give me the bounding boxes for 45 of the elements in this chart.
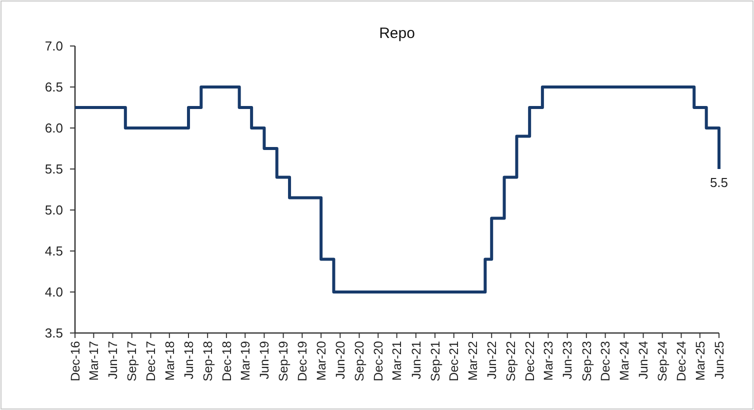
x-tick-label: Jun-18 [182, 340, 196, 380]
x-tick-label: Jun-20 [334, 340, 348, 380]
x-tick-label: Jun-24 [636, 340, 651, 380]
x-tick-label: Mar-24 [618, 340, 632, 381]
x-tick-label: Dec-17 [144, 340, 158, 382]
x-tick-label: Mar-18 [162, 340, 177, 381]
x-tick-label: Jun-19 [258, 340, 272, 380]
y-tick-label: 4.5 [44, 244, 63, 259]
y-tick-label: 5.0 [44, 202, 63, 218]
x-tick-label: Mar-21 [390, 340, 404, 381]
x-tick-label: Mar-20 [314, 340, 328, 381]
x-tick-label: Dec-23 [598, 340, 613, 382]
y-tick-label: 4.0 [44, 284, 63, 300]
annotation: 5.5 [710, 175, 728, 190]
x-tick-label: Sep-21 [428, 340, 442, 382]
y-tick-label: 3.5 [44, 326, 63, 341]
x-tick-label: Jun-17 [106, 340, 120, 380]
x-tick-label: Mar-19 [238, 340, 253, 381]
x-tick-label: Dec-24 [674, 340, 689, 382]
y-tick-label: 6.0 [44, 120, 63, 136]
x-tick-label: Mar-22 [466, 340, 480, 381]
x-tick-label: Dec-20 [371, 340, 386, 382]
x-tick-label: Sep-23 [580, 340, 594, 382]
x-tick-label: Mar-25 [693, 340, 708, 381]
x-tick-label: Mar-23 [542, 340, 556, 381]
x-tick-label: Sep-19 [276, 340, 291, 382]
x-tick-label: Sep-20 [352, 340, 367, 382]
x-tick-label: Dec-22 [522, 340, 537, 382]
chart-title: Repo [379, 25, 415, 42]
x-tick-label: Sep-24 [656, 340, 670, 382]
x-tick-label: Dec-18 [220, 340, 234, 382]
y-tick-label: 6.5 [44, 80, 63, 95]
y-tick-label: 5.5 [44, 162, 63, 177]
x-tick-label: Jun-25 [712, 340, 726, 380]
x-tick-label: Dec-21 [447, 340, 462, 382]
x-tick-label: Jun-21 [409, 340, 424, 380]
x-tick-label: Jun-23 [560, 340, 575, 380]
x-tick-label: Sep-22 [504, 340, 518, 382]
x-tick-label: Mar-17 [87, 340, 102, 381]
x-tick-label: Sep-18 [200, 340, 215, 382]
y-tick-label: 7.0 [44, 38, 63, 54]
x-tick-label: Sep-17 [125, 340, 140, 382]
x-tick-label: Dec-16 [68, 340, 82, 382]
x-tick-label: Jun-22 [484, 340, 499, 380]
x-tick-label: Dec-19 [296, 340, 310, 382]
